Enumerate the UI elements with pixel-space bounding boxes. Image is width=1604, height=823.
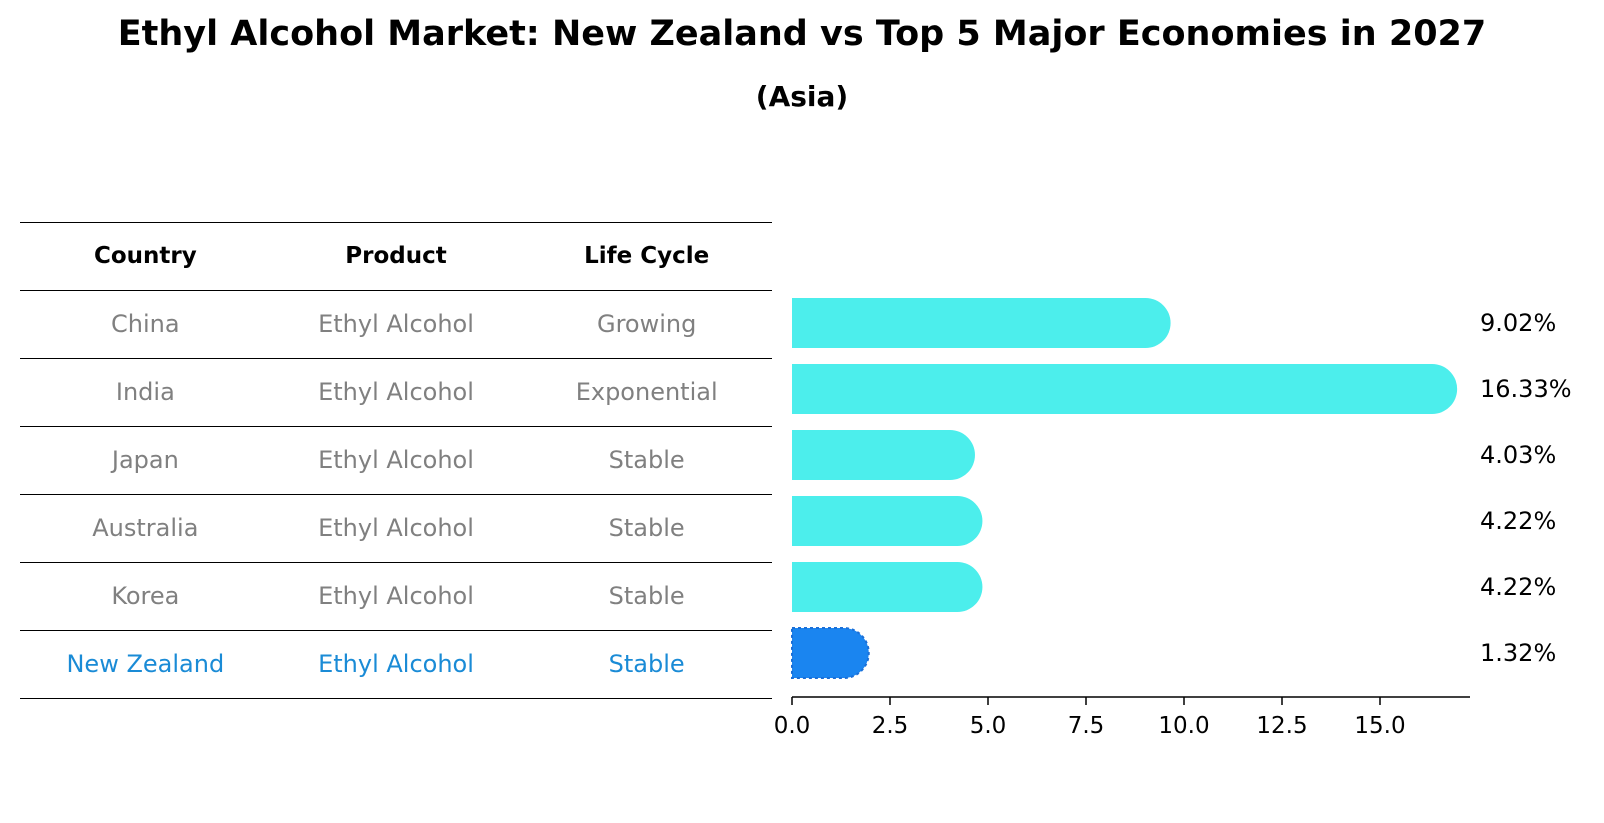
life-cycle-cell: Growing	[596, 310, 697, 338]
x-tick-label: 15.0	[1354, 713, 1405, 739]
value-label: 9.02%	[1480, 309, 1556, 337]
table-row: China Ethyl Alcohol Growing	[20, 290, 772, 358]
bar-japan	[792, 430, 975, 480]
country-cell: New Zealand	[66, 650, 225, 678]
bar-india	[792, 364, 1458, 414]
value-label: 4.22%	[1480, 573, 1556, 601]
life-cycle-cell: Stable	[608, 446, 685, 474]
product-cell: Ethyl Alcohol	[318, 310, 474, 338]
country-cell: Australia	[92, 514, 199, 542]
value-label: 4.03%	[1480, 441, 1556, 469]
bar-korea	[792, 562, 983, 612]
table-row: India Ethyl Alcohol Exponential	[20, 358, 772, 426]
life-cycle-cell: Stable	[608, 514, 685, 542]
table-row: Japan Ethyl Alcohol Stable	[20, 426, 772, 494]
x-tick-label: 0.0	[774, 713, 811, 739]
product-cell: Ethyl Alcohol	[318, 650, 474, 678]
value-label: 16.33%	[1480, 375, 1572, 403]
life-cycle-cell: Stable	[608, 650, 685, 678]
bar-australia	[792, 496, 983, 546]
x-tick-label: 10.0	[1158, 713, 1209, 739]
country-cell: Korea	[111, 582, 180, 610]
market-table: Country Product Life Cycle China Ethyl A…	[20, 222, 772, 699]
product-cell: Ethyl Alcohol	[318, 582, 474, 610]
chart-title: Ethyl Alcohol Market: New Zealand vs Top…	[117, 14, 1487, 54]
value-label: 1.32%	[1480, 639, 1556, 667]
country-cell: China	[111, 310, 180, 338]
chart-subtitle: (Asia)	[755, 80, 849, 113]
product-cell: Ethyl Alcohol	[318, 378, 474, 406]
x-tick-label: 12.5	[1256, 713, 1307, 739]
table-row-highlight: New Zealand Ethyl Alcohol Stable	[20, 630, 772, 699]
table-row: Korea Ethyl Alcohol Stable	[20, 562, 772, 630]
country-cell: India	[115, 378, 175, 406]
header-product: Product	[345, 243, 447, 269]
bar-china	[792, 298, 1171, 348]
x-tick-label: 5.0	[970, 713, 1007, 739]
life-cycle-cell: Stable	[608, 582, 685, 610]
value-label: 4.22%	[1480, 507, 1556, 535]
table-header-row: Country Product Life Cycle	[20, 222, 772, 290]
product-cell: Ethyl Alcohol	[318, 446, 474, 474]
x-tick-label: 2.5	[872, 713, 909, 739]
x-tick-label: 7.5	[1068, 713, 1105, 739]
country-cell: Japan	[111, 446, 179, 474]
header-life-cycle: Life Cycle	[584, 243, 710, 269]
header-country: Country	[93, 243, 197, 269]
product-cell: Ethyl Alcohol	[318, 514, 474, 542]
bar-new-zealand	[791, 627, 870, 679]
table-row: Australia Ethyl Alcohol Stable	[20, 494, 772, 562]
life-cycle-cell: Exponential	[575, 378, 718, 406]
